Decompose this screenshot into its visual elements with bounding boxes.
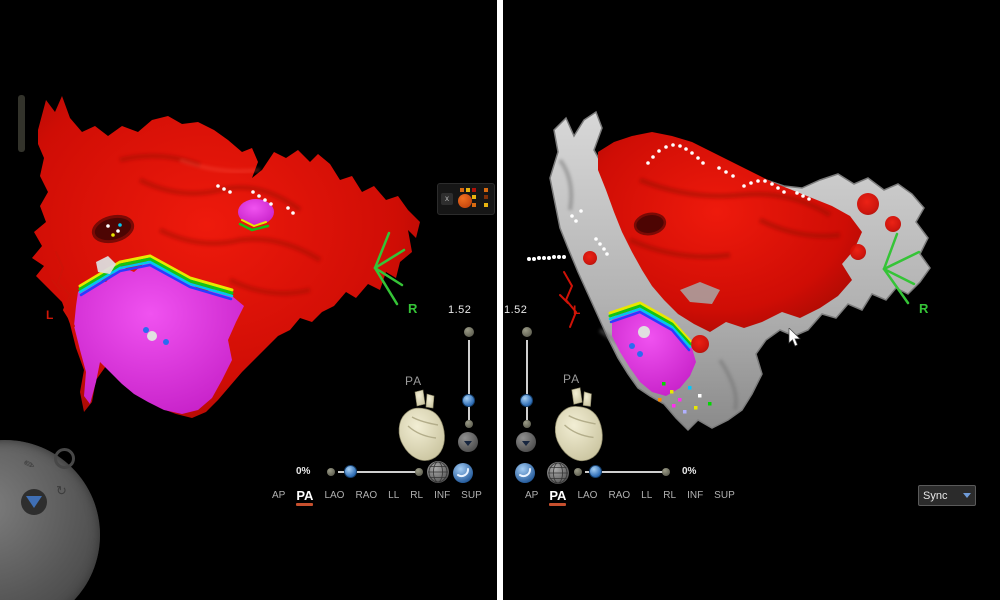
chevron-down-icon — [522, 440, 530, 446]
orientation-marker-r: R — [919, 301, 929, 316]
view-buttons-row-left: AP PA LAO RAO LL RL INF SUP — [272, 488, 482, 506]
orientation-marker-r: R — [408, 301, 418, 316]
opacity-slider-right-dot[interactable] — [415, 468, 423, 476]
zoom-slider-top-dot[interactable] — [464, 327, 474, 337]
projection-label: PA — [405, 374, 423, 388]
view-button-pa-label: PA — [549, 488, 567, 503]
zoom-slider-handle[interactable] — [520, 394, 533, 407]
mesh-right-red-region — [583, 132, 901, 353]
chevron-down-icon — [464, 440, 472, 446]
wheel-pointer-button[interactable] — [21, 489, 47, 515]
view-button-inf[interactable]: INF — [687, 490, 704, 501]
view-button-pa[interactable]: PA — [296, 488, 314, 506]
sync-dropdown[interactable]: Sync — [918, 485, 976, 506]
view-button-rl[interactable]: RL — [663, 490, 677, 501]
catheter-wire-right — [559, 271, 578, 328]
mesh-right-magenta-region — [608, 301, 712, 414]
active-view-underline — [296, 503, 314, 506]
zoom-value-label: 1.52 — [448, 304, 472, 316]
mouse-cursor — [788, 328, 801, 347]
rotate-sphere-button[interactable] — [452, 462, 474, 484]
popup-close-button[interactable]: x — [441, 193, 453, 205]
zoom-slider-track[interactable] — [526, 340, 528, 420]
caliper-marker-right — [882, 232, 921, 305]
opacity-slider-left-dot[interactable] — [327, 468, 335, 476]
map-viewport-left[interactable]: R L x 1.52 PA — [0, 0, 497, 600]
view-button-inf[interactable]: INF — [434, 490, 451, 501]
view-button-pa[interactable]: PA — [549, 488, 567, 506]
zoom-slider-handle[interactable] — [462, 394, 475, 407]
opacity-value-label: 0% — [682, 466, 697, 477]
view-button-rao[interactable]: RAO — [355, 490, 378, 501]
popup-orange-dot — [458, 194, 472, 208]
map-viewport-right[interactable]: R L 1.52 PA — [503, 0, 1000, 600]
rotate-icon[interactable]: ↻ — [56, 483, 67, 498]
orientation-marker-l: L — [573, 303, 581, 317]
view-button-rl[interactable]: RL — [410, 490, 424, 501]
globe-button[interactable] — [546, 461, 570, 485]
cardiac-map-svg-right[interactable] — [503, 0, 1000, 600]
cardiac-map-svg-left[interactable] — [0, 0, 497, 600]
zoom-slider-top-dot[interactable] — [522, 327, 532, 337]
reference-heart-icon — [554, 387, 603, 462]
catheter-wire-left — [51, 251, 75, 327]
mesh-left-crater — [91, 214, 135, 244]
left-edge-scrollbar[interactable] — [18, 95, 25, 152]
opacity-slider-left-dot[interactable] — [574, 468, 582, 476]
blue-triangle-icon — [26, 496, 42, 508]
view-button-ll[interactable]: LL — [641, 490, 653, 501]
view-button-ap[interactable]: AP — [525, 490, 539, 501]
zoom-slider-bottom-dot[interactable] — [523, 420, 531, 428]
view-buttons-row-right: AP PA LAO RAO LL RL INF SUP — [525, 488, 735, 506]
rotate-sphere-button[interactable] — [514, 462, 536, 484]
active-view-underline — [549, 503, 567, 506]
opacity-slider-track[interactable] — [338, 471, 418, 473]
zoom-slider-track[interactable] — [468, 340, 470, 420]
panel-divider — [497, 0, 503, 600]
opacity-slider-track[interactable] — [585, 471, 665, 473]
zoom-slider-bottom-dot[interactable] — [465, 420, 473, 428]
opacity-slider-right-dot[interactable] — [662, 468, 670, 476]
map-legend-popup: x — [437, 183, 495, 215]
view-button-lao[interactable]: LAO — [577, 490, 598, 501]
mesh-left-magenta-region — [74, 199, 274, 414]
view-button-rao[interactable]: RAO — [608, 490, 631, 501]
collapse-chevron-button[interactable] — [458, 432, 478, 452]
view-button-ap[interactable]: AP — [272, 490, 286, 501]
view-button-sup[interactable]: SUP — [461, 490, 482, 501]
opacity-value-label: 0% — [296, 466, 311, 477]
electrode-dots-right — [527, 143, 811, 261]
ring-icon[interactable] — [54, 448, 75, 469]
view-button-lao[interactable]: LAO — [324, 490, 345, 501]
confetti-points — [658, 382, 712, 414]
zoom-value-label: 1.52 — [504, 304, 528, 316]
orientation-marker-l: L — [46, 308, 54, 322]
opacity-slider-handle[interactable] — [344, 465, 357, 478]
caliper-marker-left — [373, 231, 406, 306]
popup-color-icons — [458, 186, 492, 212]
projection-label: PA — [563, 372, 581, 386]
electrode-dots-left — [216, 184, 295, 215]
collapse-chevron-button[interactable] — [516, 432, 536, 452]
chevron-down-icon — [963, 493, 971, 498]
opacity-slider-handle[interactable] — [589, 465, 602, 478]
view-button-sup[interactable]: SUP — [714, 490, 735, 501]
view-button-ll[interactable]: LL — [388, 490, 400, 501]
reference-heart-icon — [398, 389, 445, 461]
sync-dropdown-value: Sync — [923, 489, 948, 502]
globe-button[interactable] — [426, 460, 450, 484]
view-button-pa-label: PA — [296, 488, 314, 503]
